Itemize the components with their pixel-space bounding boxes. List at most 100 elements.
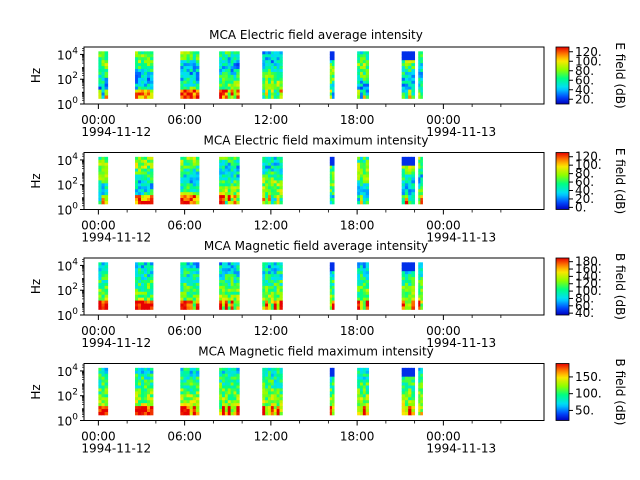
y-axis-label: Hz — [29, 384, 43, 399]
colorbar-tick-label: 140. — [575, 269, 602, 283]
spectrogram-segment — [329, 51, 335, 99]
x-tick-label: 06:00 — [167, 430, 202, 444]
x-tick-label: 12:00 — [254, 324, 289, 338]
spectrogram-segment — [180, 51, 200, 99]
spectrogram-segment — [418, 367, 423, 416]
spectrogram-segment — [219, 156, 240, 205]
spectrogram-segment — [357, 51, 370, 99]
colorbar-label: E field (dB) — [613, 148, 627, 214]
colorbar — [555, 257, 570, 316]
panel-title: MCA Electric field average intensity — [209, 28, 423, 42]
x-tick-date: 1994-11-13 — [426, 231, 496, 245]
x-tick-label: 00:00 — [81, 113, 116, 127]
x-tick-label: 00:00 — [426, 219, 461, 233]
spectrogram-segment — [135, 262, 154, 310]
y-tick-label: 104 — [57, 363, 78, 379]
spectrogram-segment — [98, 262, 109, 310]
spectrogram-segment — [219, 51, 240, 99]
colorbar — [555, 363, 570, 421]
spectrogram-segment — [401, 51, 416, 99]
x-tick-label: 06:00 — [167, 324, 202, 338]
colorbar — [555, 152, 570, 210]
spectrogram-segment — [329, 367, 335, 416]
x-tick-label: 18:00 — [340, 430, 375, 444]
spectrogram-segment — [329, 262, 335, 310]
colorbar-tick-label: 150. — [575, 370, 602, 384]
colorbar-tick-label: 0. — [575, 200, 586, 214]
colorbar-tick-label: 120. — [575, 150, 602, 164]
colorbar-label: E field (dB) — [613, 42, 627, 108]
colorbar — [555, 46, 570, 105]
spectrogram-segment — [401, 262, 416, 310]
x-tick-label: 18:00 — [340, 113, 375, 127]
colorbar-tick-label: 120. — [575, 277, 602, 291]
colorbar-tick-label: 120. — [575, 45, 602, 59]
colorbar-tick-label: 80. — [575, 167, 594, 181]
x-tick-label: 00:00 — [426, 324, 461, 338]
y-tick-label: 100 — [57, 202, 78, 218]
spectrogram-segment — [418, 51, 423, 99]
spectrogram-segment — [401, 156, 416, 205]
spectrogram-segment — [180, 156, 200, 205]
colorbar-tick-label: 60. — [575, 175, 594, 189]
x-tick-date: 1994-11-13 — [426, 442, 496, 456]
panel-title: MCA Electric field maximum intensity — [203, 134, 428, 148]
colorbar-tick-label: 160. — [575, 262, 602, 276]
spectrogram-segment — [98, 51, 109, 99]
colorbar-tick-label: 180. — [575, 255, 602, 269]
colorbar-tick-label: 60. — [575, 299, 594, 313]
spectrogram-segment — [135, 156, 154, 205]
y-axis-label: Hz — [29, 173, 43, 188]
spectrogram-segment — [180, 262, 200, 310]
x-tick-label: 00:00 — [426, 430, 461, 444]
spectrogram-segment — [135, 51, 154, 99]
spectrogram-segment — [357, 156, 370, 205]
x-tick-label: 18:00 — [340, 324, 375, 338]
spectrogram-segment — [418, 156, 423, 205]
x-tick-date: 1994-11-13 — [426, 336, 496, 350]
colorbar-tick-label: 20. — [575, 192, 594, 206]
x-tick-label: 00:00 — [81, 219, 116, 233]
colorbar-tick-label: 80. — [575, 291, 594, 305]
spectrogram-segment — [98, 156, 109, 205]
x-tick-date: 1994-11-12 — [81, 336, 151, 350]
spectrogram-segment — [418, 262, 423, 310]
x-tick-label: 12:00 — [254, 430, 289, 444]
spectrogram-segment — [262, 262, 283, 310]
y-axis-label: Hz — [29, 279, 43, 294]
colorbar-tick-label: 100. — [575, 284, 602, 298]
y-axis-label: Hz — [29, 68, 43, 83]
panel-title: MCA Magnetic field average intensity — [204, 239, 428, 253]
panel-4: MCA Magnetic field maximum intensity1001… — [29, 345, 627, 456]
spectrogram-segment — [262, 156, 283, 205]
colorbar-tick-label: 80. — [575, 64, 594, 78]
colorbar-tick-label: 40. — [575, 184, 594, 198]
spectrogram-segment — [262, 51, 283, 99]
x-tick-date: 1994-11-12 — [81, 442, 151, 456]
colorbar-label: B field (dB) — [613, 253, 627, 320]
spectrogram-segment — [219, 367, 240, 416]
x-tick-label: 06:00 — [167, 113, 202, 127]
spectrogram-segment — [401, 367, 416, 416]
panel-1: MCA Electric field average intensity1001… — [29, 28, 627, 139]
colorbar-tick-label: 40. — [575, 306, 594, 320]
colorbar-tick-label: 100. — [575, 387, 602, 401]
colorbar-tick-label: 40. — [575, 83, 594, 97]
y-tick-label: 100 — [57, 307, 78, 323]
y-tick-label: 104 — [57, 152, 78, 168]
y-tick-label: 104 — [57, 46, 78, 62]
x-tick-label: 18:00 — [340, 219, 375, 233]
spectrogram-segment — [98, 367, 109, 416]
spectrogram-segment — [329, 156, 335, 205]
colorbar-label: B field (dB) — [613, 359, 627, 426]
x-tick-label: 12:00 — [254, 113, 289, 127]
spectrogram-segment — [135, 367, 154, 416]
x-tick-label: 00:00 — [426, 113, 461, 127]
x-tick-date: 1994-11-12 — [81, 231, 151, 245]
y-tick-label: 102 — [57, 71, 78, 87]
y-tick-label: 104 — [57, 257, 78, 273]
y-tick-label: 102 — [57, 388, 78, 404]
x-tick-date: 1994-11-12 — [81, 125, 151, 139]
colorbar-tick-label: 100. — [575, 54, 602, 68]
